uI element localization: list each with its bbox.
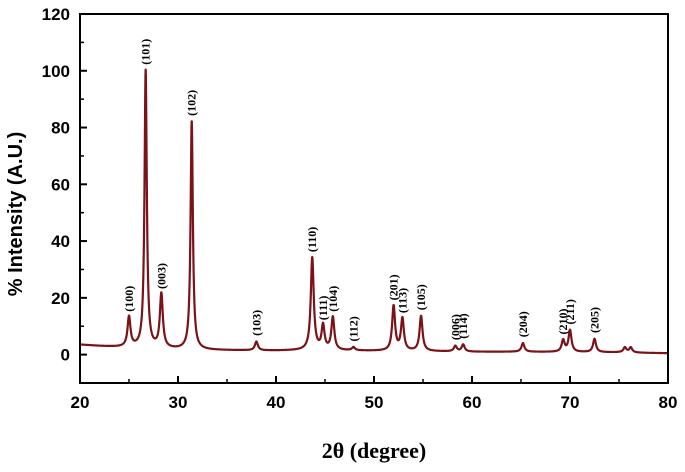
x-tick-label: 80 (659, 393, 678, 412)
peak-label: (104) (326, 286, 340, 312)
peak-point (561, 339, 565, 342)
x-tick-label: 30 (169, 393, 188, 412)
peak-labels: (100) (101) (003) (102) (103) (110) (111)(104)… (122, 39, 602, 342)
peak-point (454, 344, 457, 348)
peak-label: (006) (448, 314, 462, 340)
peak-label: (100) (122, 286, 136, 312)
y-tick-label: 80 (51, 119, 70, 138)
plot-area (79, 68, 669, 355)
peak-point (160, 293, 163, 297)
y-axis-title: % Intensity (A.U.) (5, 132, 27, 296)
peak-label: (101) (139, 39, 153, 65)
peak-label: (204) (516, 311, 530, 337)
peak-label: (201) (387, 274, 401, 300)
x-tick-label: 70 (561, 393, 580, 412)
peak-label: (114) (456, 313, 470, 338)
peak-point (401, 317, 404, 321)
peak-point (629, 346, 632, 349)
y-tick-label: 20 (51, 289, 70, 308)
peak-label: (105) (414, 284, 428, 310)
peak-label: (110) (305, 227, 319, 252)
x-tick-label: 50 (365, 393, 384, 412)
y-tick-label: 120 (42, 5, 70, 24)
peak-point (352, 346, 355, 349)
peak-point (321, 325, 325, 328)
peak-point (568, 329, 572, 332)
peak-point (127, 316, 131, 319)
x-tick-label: 60 (463, 393, 482, 412)
x-tick-label: 20 (71, 393, 90, 412)
y-tick-label: 100 (42, 62, 70, 81)
plot-frame (79, 13, 669, 384)
peak-label: (210) (556, 308, 570, 334)
peak-point (311, 256, 314, 260)
peak-label: (102) (185, 90, 199, 116)
peak-point (623, 346, 627, 349)
peak-point (255, 340, 258, 344)
ticks: 20 30 40 50 60 70 80 0 20 40 60 80 100 120 (42, 5, 678, 412)
y-tick-label: 0 (61, 346, 70, 365)
peak-point (521, 342, 525, 345)
peak-label: (113) (395, 288, 409, 313)
peak-label: (103) (249, 310, 263, 336)
y-tick-label: 40 (51, 232, 70, 251)
peak-label: (111) (316, 296, 330, 321)
x-axis-title: 2θ (degree) (322, 438, 427, 463)
peak-label: (003) (154, 263, 168, 289)
peak-label: (205) (588, 307, 602, 333)
x-tick-label: 40 (267, 393, 286, 412)
xrd-spectrum-line (79, 68, 669, 355)
peak-point (461, 343, 465, 346)
peak-label: (112) (346, 316, 360, 341)
y-tick-label: 60 (51, 175, 70, 194)
peak-point (144, 69, 147, 72)
peak-point (419, 315, 423, 318)
peak-label: (211) (563, 299, 577, 324)
axes (79, 13, 669, 384)
peak-point (392, 305, 395, 308)
peak-point (331, 316, 335, 319)
peak-point (593, 337, 596, 341)
peak-point (190, 120, 193, 124)
